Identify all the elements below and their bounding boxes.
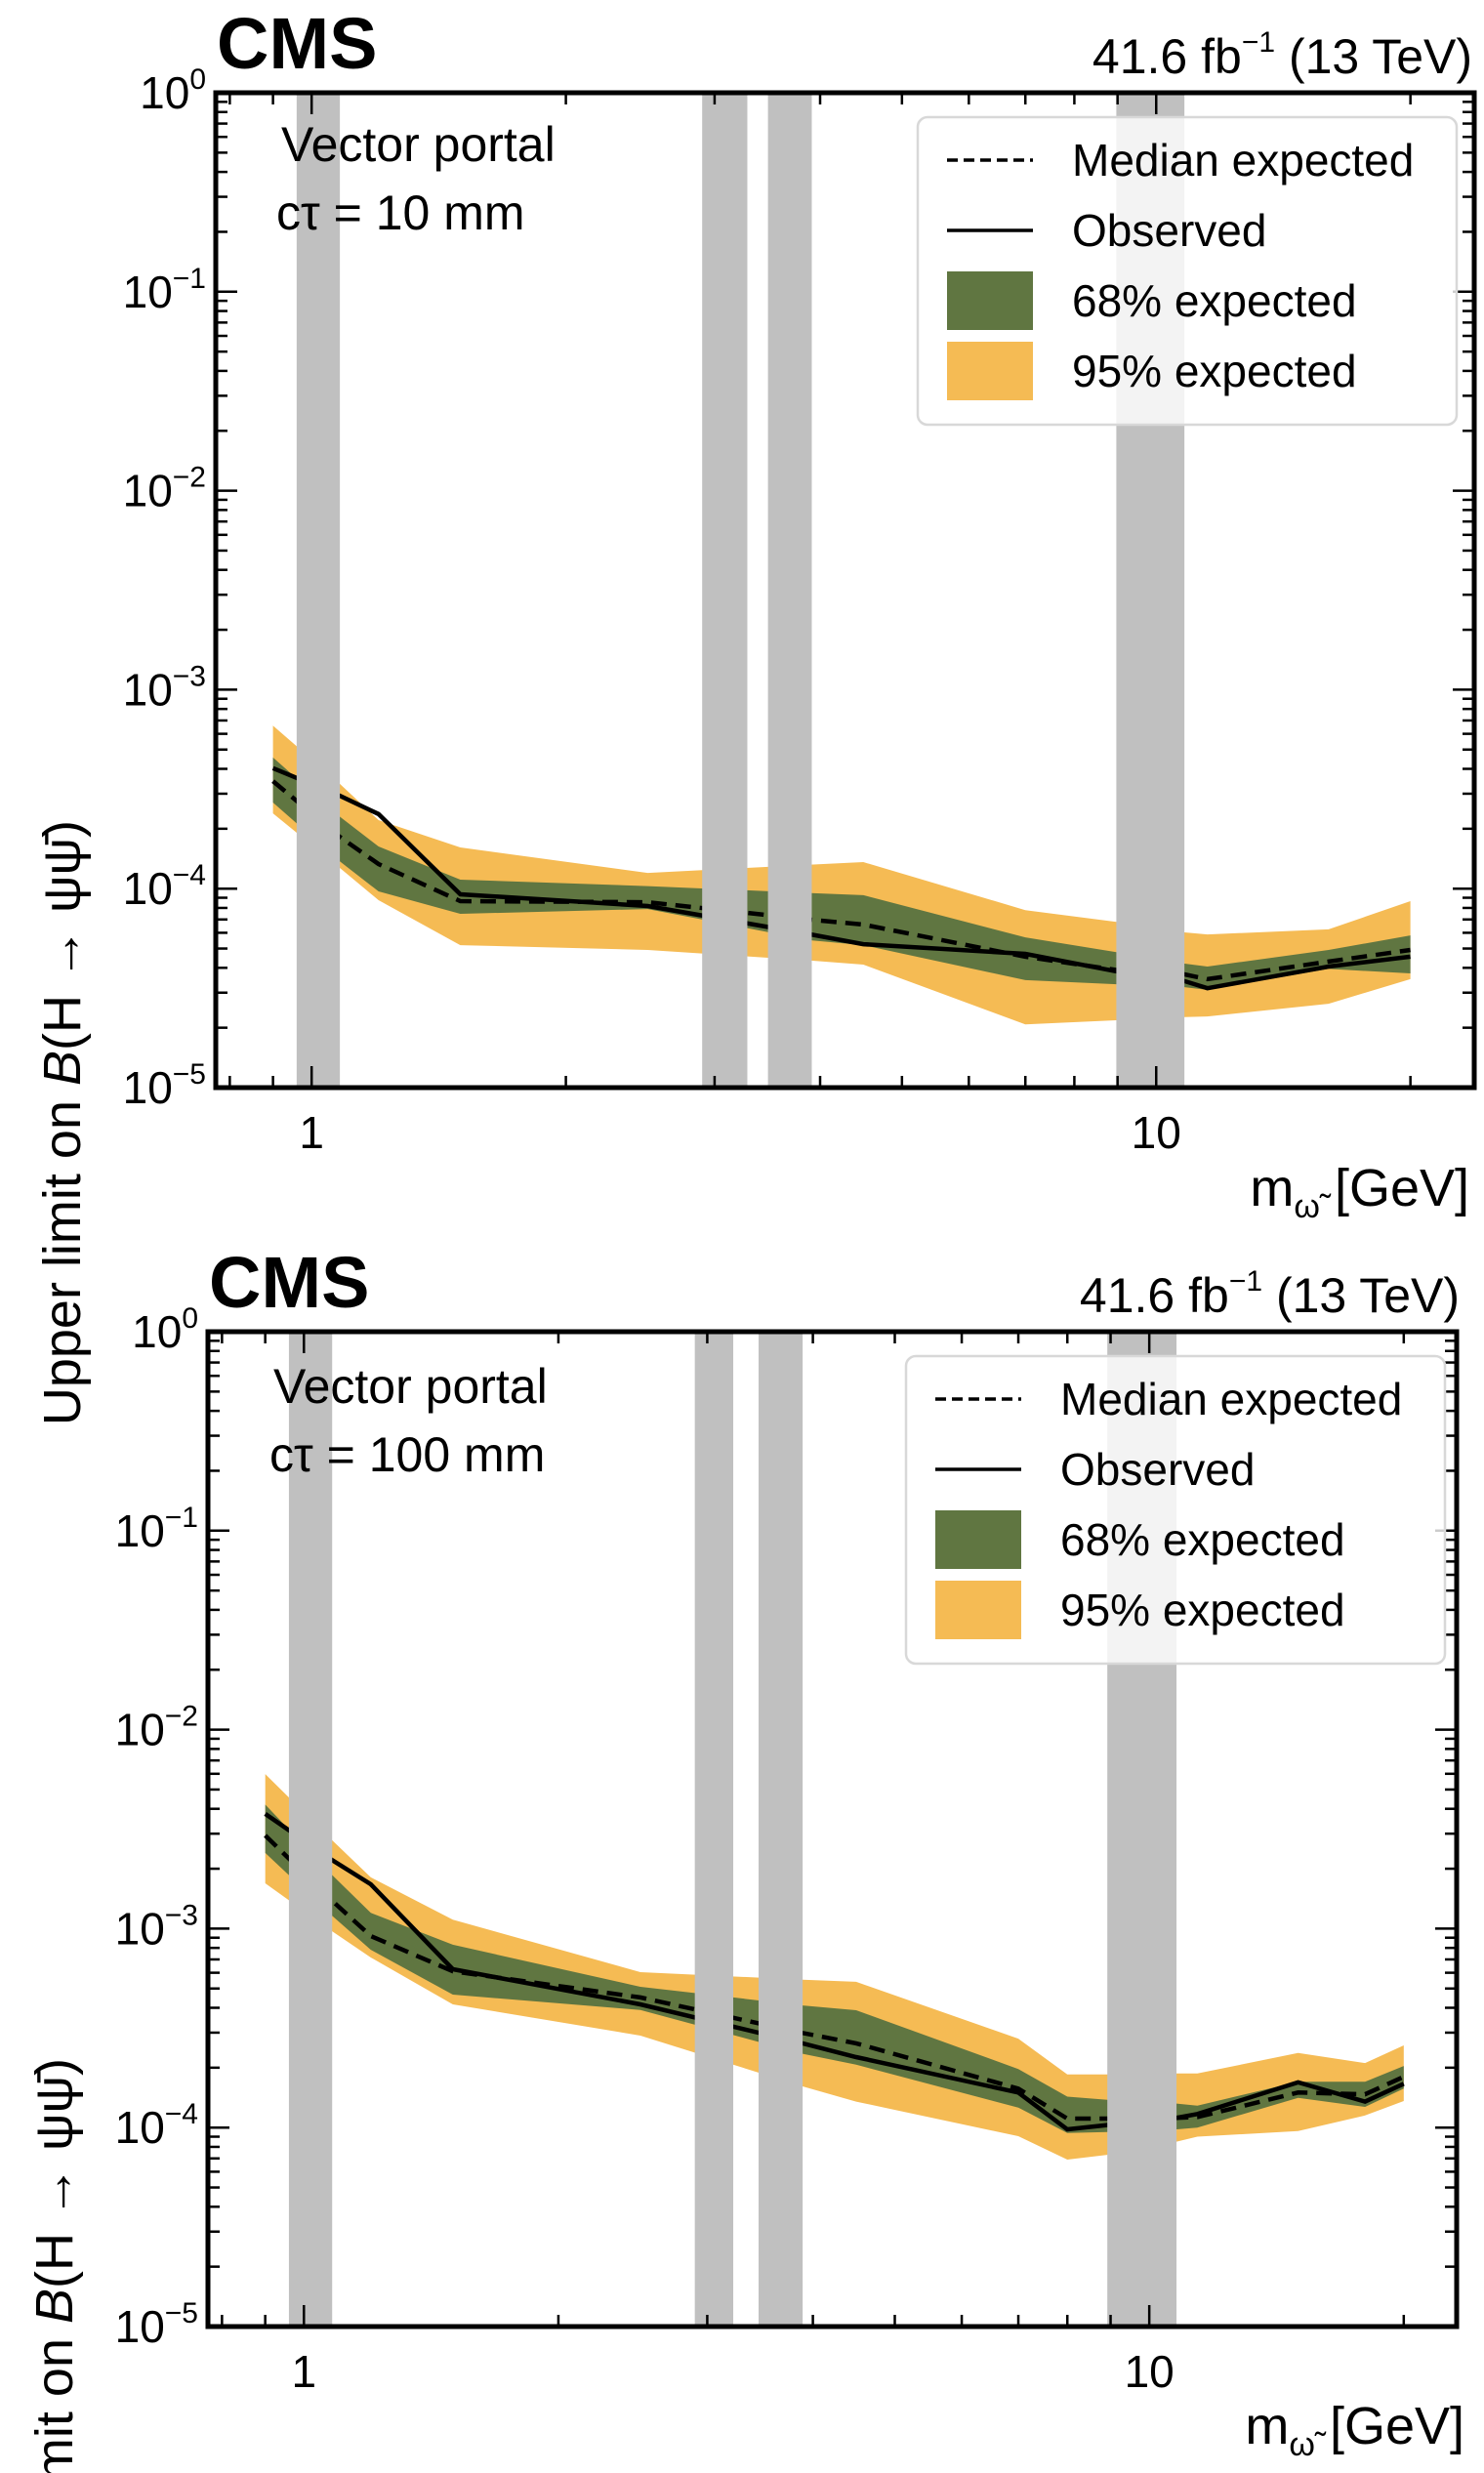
annotation-lifetime: cτ = 100 mm: [269, 1427, 545, 1482]
y-tick-base: 10: [132, 1306, 182, 1357]
y-tick-label: 10−3: [115, 1899, 198, 1954]
annotation-model: Vector portal: [273, 1359, 548, 1414]
y-tick-base: 10: [123, 1062, 173, 1113]
line-observed: [264, 1812, 1405, 2132]
y-tick-exponent: −1: [165, 1502, 198, 1534]
legend-swatch-fill: [935, 1510, 1021, 1569]
y-tick-label: 10−1: [115, 1502, 198, 1556]
y-tick-base: 10: [123, 863, 173, 914]
experiment-label: CMS: [217, 3, 377, 84]
legend-box: [916, 115, 1459, 427]
experiment-label: CMS: [209, 1242, 369, 1323]
legend: Median expected Observed 68% expected 95% e…: [916, 115, 1459, 427]
y-tick-exponent: −3: [173, 660, 206, 692]
y-tick-label: 100: [132, 1302, 198, 1357]
y-tick-label: 10−4: [123, 859, 206, 914]
line-median-expected: [271, 779, 1411, 982]
excluded-mass-region: [694, 1332, 734, 2327]
y-tick-exponent: −5: [173, 1058, 206, 1091]
y-tick-base: 10: [115, 2301, 165, 2352]
y-tick-label: 10−2: [115, 1701, 198, 1755]
y-tick-label: 10−1: [123, 263, 206, 317]
y-tick-base: 10: [140, 67, 189, 118]
y-tick-label: 10−3: [123, 660, 206, 715]
annotation-model: Vector portal: [281, 117, 556, 172]
x-tick-label: 1: [299, 1107, 324, 1158]
y-tick-label: 10−5: [115, 2297, 198, 2352]
luminosity-label: 41.6 fb−1 (13 TeV): [1092, 26, 1472, 84]
y-tick-base: 10: [123, 466, 173, 516]
y-tick-base: 10: [123, 267, 173, 317]
legend-label: 68% expected: [1060, 1514, 1345, 1565]
y-tick-exponent: −5: [165, 2297, 198, 2329]
axes-frame: [205, 1329, 1460, 2329]
y-tick-label: 10−5: [123, 1058, 206, 1113]
excluded-mass-region: [702, 93, 748, 1088]
legend-label: 95% expected: [1060, 1585, 1345, 1635]
y-tick-base: 10: [115, 1903, 165, 1954]
legend-label: Observed: [1072, 205, 1266, 256]
legend-label: 68% expected: [1072, 275, 1357, 326]
axes-frame: [213, 90, 1477, 1091]
excluded-mass-region: [288, 1332, 333, 2327]
x-axis-title: mω̃ [GeV]: [1245, 2397, 1464, 2463]
legend-box: [904, 1354, 1447, 1666]
legend-label: Median expected: [1072, 135, 1414, 185]
y-tick-label: 10−4: [115, 2098, 198, 2153]
x-tick-label: 10: [1132, 1107, 1181, 1158]
x-axis-title: mω̃ [GeV]: [1250, 1159, 1469, 1225]
legend: Median expected Observed 68% expected 95% e…: [904, 1354, 1447, 1666]
legend-label: 95% expected: [1072, 346, 1357, 396]
y-axis-title: Upper limit on B(H → ψψ̄): [33, 820, 92, 1425]
legend-swatch-fill: [935, 1581, 1021, 1639]
y-tick-base: 10: [115, 1505, 165, 1556]
annotation-lifetime: cτ = 10 mm: [276, 185, 525, 240]
x-tick-label: 1: [291, 2346, 316, 2397]
plot-content: [264, 1332, 1405, 2327]
y-tick-base: 10: [115, 1705, 165, 1755]
y-tick-exponent: −2: [173, 462, 206, 494]
x-tick-label: 10: [1125, 2346, 1175, 2397]
y-tick-exponent: −3: [165, 1899, 198, 1931]
band-68-expected: [272, 757, 1411, 990]
line-observed: [271, 765, 1411, 991]
legend-label: Median expected: [1060, 1374, 1402, 1424]
legend-label: Observed: [1060, 1444, 1255, 1495]
y-tick-exponent: 0: [182, 1302, 198, 1335]
excluded-mass-region: [758, 1332, 804, 2327]
y-tick-exponent: −2: [165, 1701, 198, 1733]
y-tick-exponent: −4: [173, 859, 206, 891]
line-median-expected: [264, 1834, 1405, 2122]
legend-swatch-fill: [947, 342, 1033, 400]
y-tick-base: 10: [115, 2102, 165, 2153]
excluded-mass-region: [296, 93, 341, 1088]
y-tick-label: 100: [140, 63, 206, 118]
y-tick-label: 10−2: [123, 462, 206, 516]
luminosity-label: 41.6 fb−1 (13 TeV): [1080, 1265, 1460, 1323]
y-axis-title: Upper limit on B(H → ψψ̄): [25, 2058, 84, 2473]
excluded-mass-region: [767, 93, 812, 1088]
y-tick-exponent: 0: [189, 63, 206, 96]
y-tick-exponent: −1: [173, 263, 206, 295]
y-tick-exponent: −4: [165, 2098, 198, 2130]
legend-swatch-fill: [947, 271, 1033, 330]
y-tick-base: 10: [123, 664, 173, 715]
band-68-expected: [265, 1804, 1404, 2133]
